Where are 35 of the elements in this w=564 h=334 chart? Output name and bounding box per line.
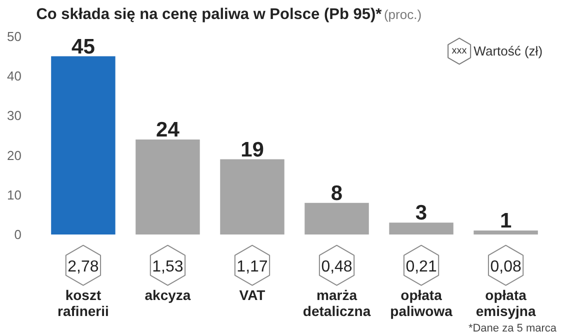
chart-subtitle: (proc.): [384, 7, 422, 22]
chart-title: Co składa się na cenę paliwa w Polsce (Pb 95)*: [36, 6, 383, 23]
text: 1,53: [152, 258, 184, 276]
text: *Dane za 5 marca: [468, 322, 558, 334]
data-label: 1: [500, 210, 512, 233]
y-tick-label: 10: [7, 187, 22, 202]
bar: [474, 230, 538, 234]
annotation: Wartość (zł): [474, 44, 543, 59]
text: 0,08: [490, 258, 522, 276]
x-tick-label: opłata paliwowa: [390, 287, 453, 320]
data-label: 3: [415, 202, 428, 225]
y-tick-label: 50: [7, 29, 22, 44]
y-tick-label: 20: [7, 148, 22, 163]
x-tick-label: koszt rafinerii: [58, 287, 109, 320]
annotation: xxx: [452, 46, 467, 57]
text: 1,17: [236, 258, 268, 276]
x-tick-label: akcyza: [144, 287, 191, 304]
text: 0,21: [406, 258, 437, 276]
text: 0,48: [321, 258, 352, 276]
data-label: 45: [72, 35, 96, 58]
x-tick-label: marża detaliczna: [302, 287, 371, 320]
data-label: 19: [240, 138, 264, 162]
bar: [220, 159, 284, 234]
data-label: 8: [330, 182, 343, 205]
bar: [389, 222, 454, 234]
y-tick-label: 0: [14, 227, 22, 242]
y-tick-label: 30: [7, 108, 22, 124]
x-tick-label: VAT: [239, 287, 266, 304]
text: 2,78: [68, 258, 99, 276]
bar: [51, 56, 116, 234]
data-label: 24: [156, 118, 180, 142]
x-tick-label: opłata emisyjna: [476, 287, 536, 320]
bar: [304, 202, 369, 234]
y-tick-label: 40: [7, 68, 22, 84]
bar: [136, 139, 200, 234]
